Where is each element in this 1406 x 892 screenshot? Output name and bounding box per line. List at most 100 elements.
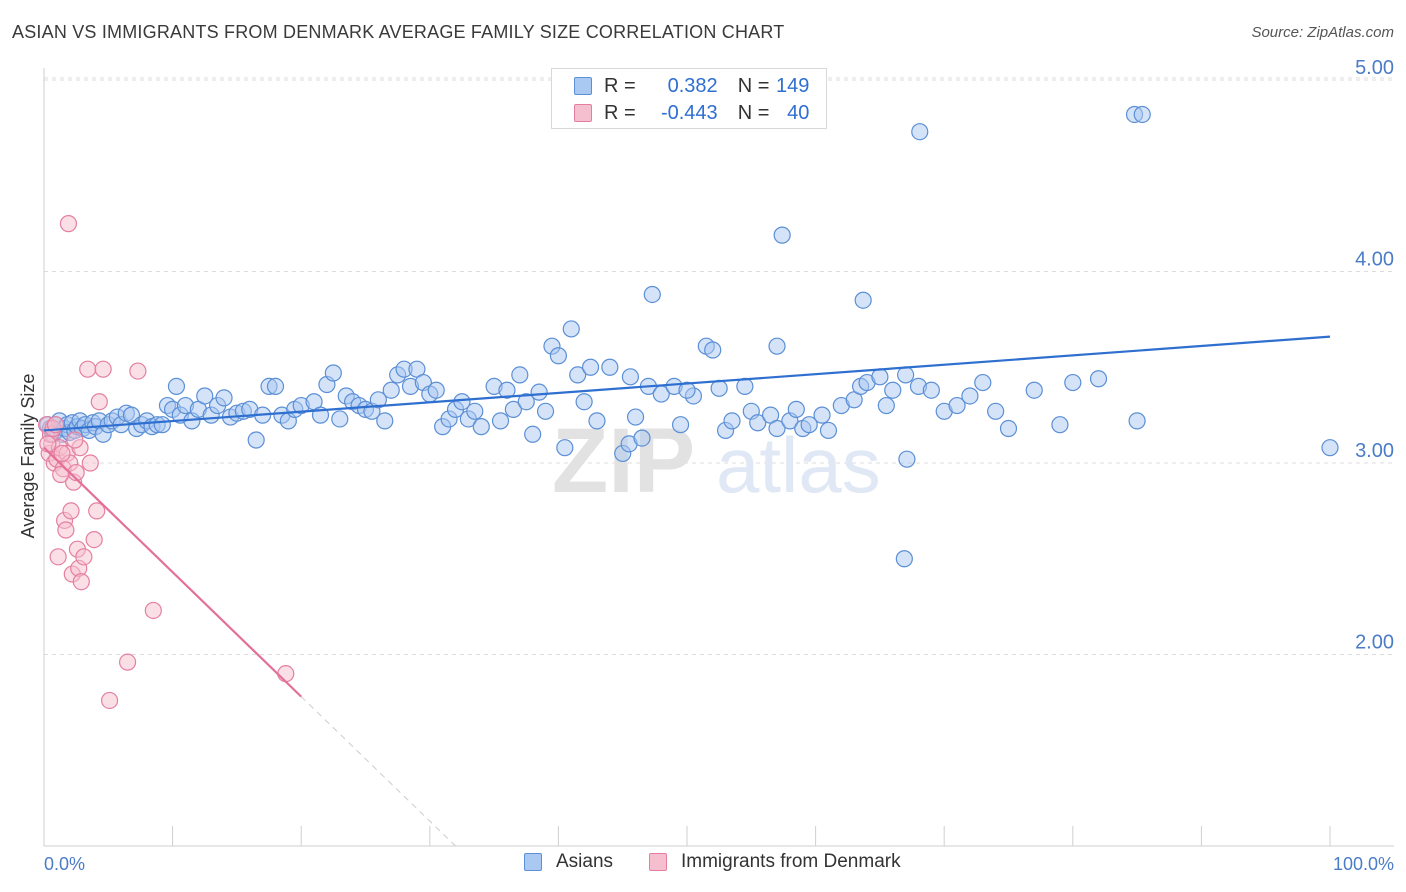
point-asians	[987, 402, 1005, 420]
point-asians	[524, 425, 542, 443]
point-asians	[601, 358, 619, 376]
point-asians	[999, 419, 1018, 438]
point-denmark	[90, 393, 108, 411]
tick-labels: 2.00 3.00 4.00 5.00 0.0% 100.0%	[44, 57, 1394, 874]
point-asians	[1133, 105, 1151, 124]
point-asians	[643, 285, 661, 304]
y-tick-label: 5.00	[1355, 57, 1394, 79]
point-asians	[517, 393, 535, 411]
point-denmark	[59, 215, 78, 233]
legend-swatch-denmark	[574, 104, 592, 122]
correlation-legend: R = 0.382 N = 149 R = -0.443 N = 40	[551, 68, 827, 129]
point-asians	[877, 396, 895, 415]
point-asians	[549, 347, 568, 365]
point-asians	[196, 387, 214, 405]
point-asians	[948, 396, 966, 415]
point-asians	[562, 320, 580, 338]
point-denmark	[75, 548, 93, 566]
point-asians	[498, 381, 516, 399]
legend-item-asians: Asians	[524, 851, 613, 873]
point-asians	[1321, 439, 1339, 457]
point-asians	[1064, 373, 1082, 392]
trendline-denmark-extrapolated	[300, 696, 456, 847]
point-asians	[1089, 370, 1108, 388]
legend-r-label: R =	[604, 101, 636, 124]
point-asians	[466, 402, 484, 420]
y-tick-label: 3.00	[1355, 440, 1394, 462]
trendline-asians	[43, 335, 1331, 432]
legend-r-label: R =	[604, 74, 636, 97]
point-denmark	[57, 521, 75, 539]
legend-r-value: 0.382	[667, 74, 718, 97]
point-asians	[897, 366, 915, 384]
point-asians	[671, 416, 690, 434]
point-asians	[588, 412, 606, 430]
legend-r-value: -0.443	[660, 101, 718, 124]
point-asians	[556, 439, 574, 457]
point-denmark	[52, 465, 70, 484]
legend-row-denmark: R = -0.443 N = 40	[574, 100, 809, 126]
point-asians	[324, 364, 342, 382]
point-asians	[1128, 412, 1146, 430]
point-asians	[215, 389, 233, 407]
point-asians	[704, 341, 722, 359]
point-asians	[331, 410, 349, 428]
point-denmark	[118, 653, 137, 671]
point-asians	[266, 377, 285, 395]
point-asians	[871, 368, 889, 386]
point-asians	[974, 373, 992, 392]
point-denmark	[100, 691, 119, 710]
point-asians	[504, 400, 522, 418]
point-denmark	[53, 444, 71, 463]
point-denmark	[79, 360, 97, 378]
point-denmark	[129, 362, 147, 380]
point-denmark	[81, 454, 99, 472]
legend-row-asians: R = 0.382 N = 149	[574, 73, 809, 99]
point-asians	[710, 379, 728, 397]
legend-n-value: 149	[776, 74, 810, 97]
legend-item-denmark: Immigrants from Denmark	[649, 851, 901, 873]
point-denmark	[39, 435, 57, 453]
y-tick-label: 2.00	[1355, 632, 1394, 654]
point-denmark	[62, 502, 80, 520]
y-axis-label: Average Family Size	[18, 374, 38, 539]
point-asians	[491, 412, 510, 430]
point-denmark	[49, 548, 67, 566]
point-denmark	[66, 431, 84, 449]
point-asians	[581, 358, 600, 376]
gridlines	[44, 77, 1394, 655]
legend-swatch-denmark	[649, 853, 667, 871]
point-asians	[153, 416, 171, 434]
point-asians	[813, 406, 831, 424]
chart-title: ASIAN VS IMMIGRANTS FROM DENMARK AVERAGE…	[12, 22, 785, 42]
point-asians	[1025, 381, 1043, 399]
point-asians	[773, 226, 791, 244]
point-asians	[633, 429, 651, 447]
point-asians	[376, 412, 394, 430]
legend-n-label: N =	[737, 101, 770, 124]
point-asians	[530, 383, 548, 401]
point-asians	[167, 377, 186, 395]
point-asians	[382, 381, 400, 399]
point-denmark	[144, 601, 162, 620]
point-asians	[427, 381, 445, 399]
point-asians	[472, 418, 490, 436]
point-asians	[768, 337, 786, 355]
point-asians	[247, 431, 265, 449]
point-asians	[536, 402, 555, 420]
point-asians	[626, 408, 645, 426]
point-asians	[895, 550, 913, 568]
source-credit: Source: ZipAtlas.com	[1251, 24, 1394, 41]
point-asians	[787, 400, 805, 418]
axes	[43, 68, 1394, 847]
point-asians	[749, 414, 767, 432]
point-asians	[453, 393, 471, 411]
point-asians	[922, 381, 940, 399]
point-asians	[575, 393, 593, 411]
point-asians	[961, 387, 979, 405]
point-asians	[884, 381, 902, 399]
point-asians	[1051, 416, 1069, 434]
legend-n-value: 40	[787, 101, 810, 124]
x-tick-label-max: 100.0%	[1333, 854, 1394, 874]
